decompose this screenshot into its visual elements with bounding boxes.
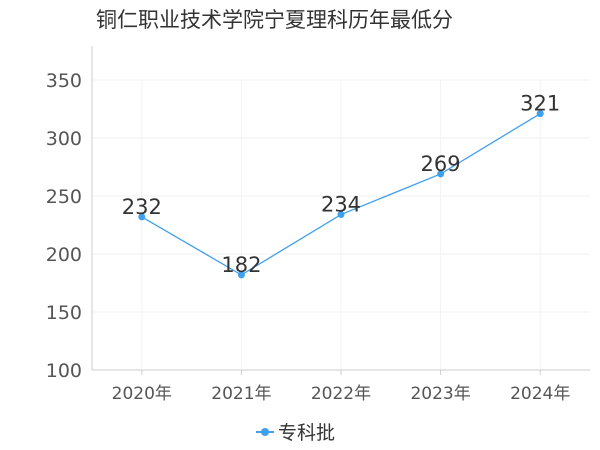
data-point [138, 213, 146, 221]
y-tick-label: 150 [46, 302, 82, 324]
data-label: 269 [421, 152, 461, 176]
data-point [237, 271, 245, 279]
x-tick-label: 2020年 [112, 384, 172, 404]
data-label: 182 [221, 253, 261, 277]
x-tick-label: 2022年 [311, 384, 371, 404]
y-tick-label: 200 [46, 244, 82, 266]
data-point [337, 211, 345, 219]
data-point [437, 170, 445, 178]
y-tick-label: 100 [46, 360, 82, 382]
legend-label: 专科批 [278, 422, 336, 444]
x-tick-label: 2024年 [510, 384, 570, 404]
y-tick-label: 350 [46, 70, 82, 92]
y-tick-label: 300 [46, 128, 82, 150]
x-tick-label: 2021年 [211, 384, 271, 404]
x-tick-label: 2023年 [410, 384, 470, 404]
data-label: 232 [122, 195, 162, 219]
legend-marker-icon [256, 423, 274, 441]
legend[interactable]: 专科批 [256, 418, 335, 445]
chart-title: 铜仁职业技术学院宁夏理科历年最低分 [96, 8, 453, 32]
data-label: 234 [321, 193, 361, 217]
data-label: 321 [520, 92, 560, 116]
y-tick-label: 250 [46, 186, 82, 208]
data-point [536, 110, 544, 118]
